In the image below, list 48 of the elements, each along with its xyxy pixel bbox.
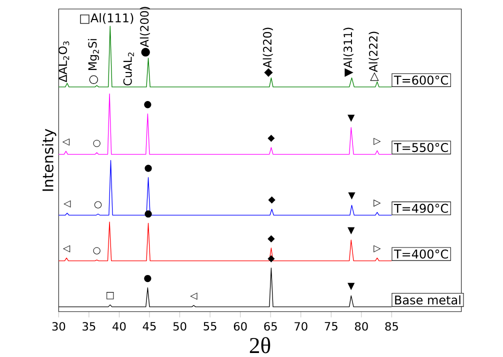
annotation: ▷Al(222) [368, 32, 379, 81]
x-tick-label: 75 [324, 322, 338, 330]
series-label: Base metal [395, 295, 460, 305]
x-tick-label: 50 [173, 322, 186, 331]
annotation: ● [144, 101, 152, 108]
annotation: ◁ [62, 245, 70, 252]
annotation: ▼ [348, 114, 355, 122]
annotation: ◆ [268, 235, 275, 242]
annotation: ◁ [64, 200, 71, 208]
annotation: ▼ [348, 227, 355, 234]
annotation: ◁ [190, 292, 198, 300]
annotation: ◆ [268, 134, 275, 142]
series-label: T=400°C [394, 249, 448, 259]
annotation: ○ [94, 201, 102, 208]
annotation: ◁ [62, 138, 70, 146]
annotation: ○ [93, 247, 100, 254]
annotation: CuAL$_{2}$ [123, 52, 134, 86]
x-tick-label: 30 [52, 322, 66, 331]
annotation: ΔAL$_{2}$O$_{3}$ [58, 41, 70, 82]
annotation: ◆Al(220) [262, 28, 273, 77]
annotation: ● [144, 164, 152, 172]
annotation: ○ Mg$_{2}$Si [88, 39, 99, 84]
annotation: ▷ [374, 200, 381, 207]
y-axis-title: Intensity [42, 128, 56, 191]
x-tick-label: 60 [234, 322, 247, 331]
x-tick-label: 40 [112, 322, 126, 331]
series-label: T=550°C [394, 142, 448, 152]
x-axis-title: 2θ [250, 337, 270, 354]
annotation: ▼Al(311) [343, 28, 354, 77]
annotation: ●Al(200) [140, 6, 150, 57]
series-label: T=490°C [394, 204, 448, 213]
x-tick-label: 35 [82, 322, 96, 331]
annotation: ○ [93, 140, 100, 148]
annotation: ● [144, 274, 152, 282]
annotation: □ [106, 292, 114, 300]
annotation: ◆ [268, 196, 276, 204]
annotation: ▼ [348, 192, 356, 200]
x-tick-label: 85 [385, 322, 398, 331]
annotation: ▷ [374, 245, 381, 252]
x-tick-label: 65 [264, 322, 277, 331]
x-tick-label: 55 [204, 322, 216, 330]
annotation: □Al(111) [80, 13, 134, 24]
x-tick-label: 70 [294, 322, 308, 331]
annotation: ▼ [348, 282, 355, 290]
series-label: T=600°C [394, 76, 448, 85]
x-tick-label: 80 [354, 322, 368, 331]
x-tick-label: 45 [142, 322, 156, 330]
annotation: ▷ [374, 138, 381, 146]
